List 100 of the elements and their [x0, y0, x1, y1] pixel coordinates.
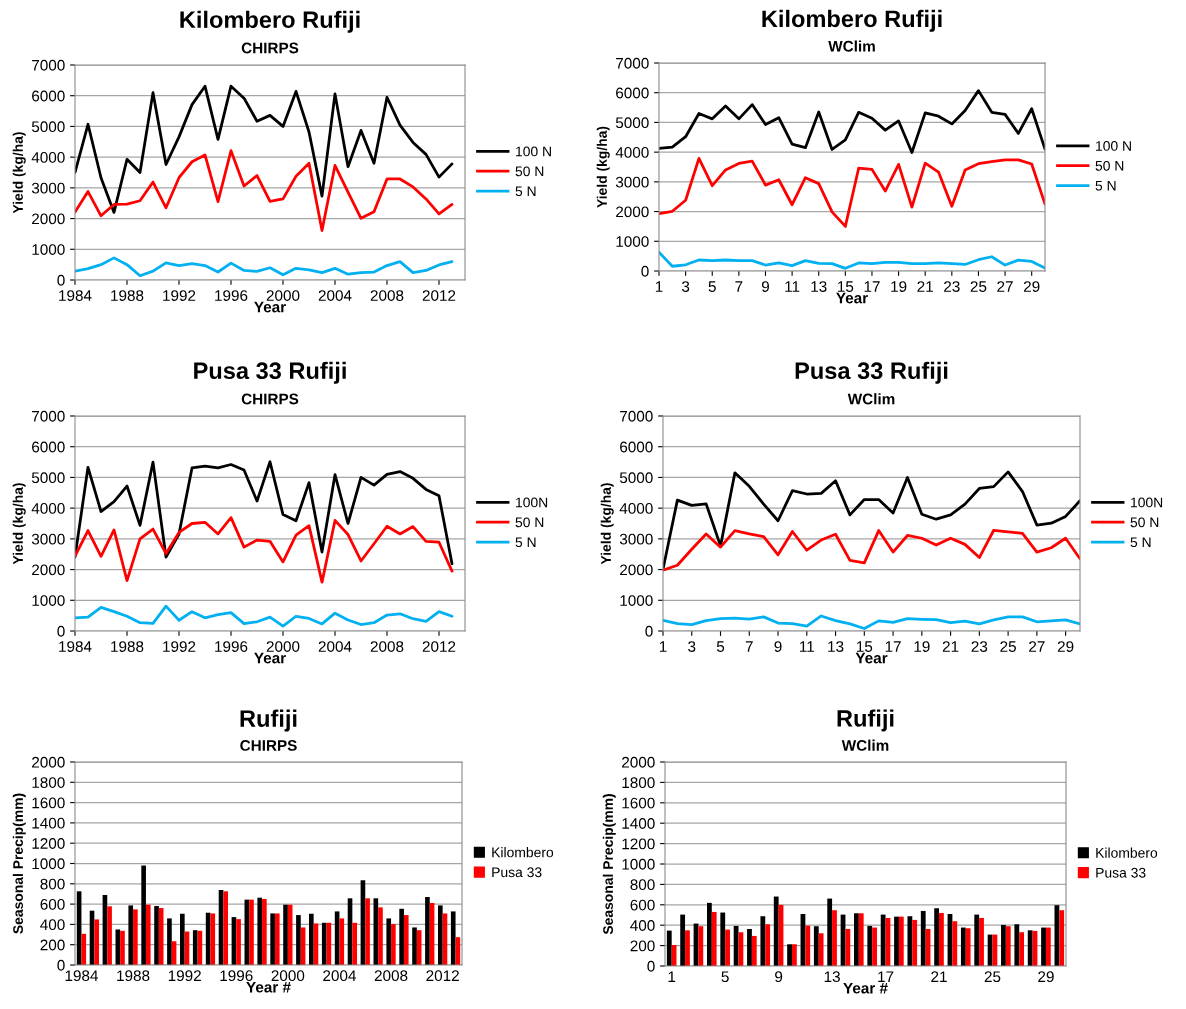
bar — [262, 899, 267, 965]
x-tick-label: 2000 — [266, 290, 300, 301]
bar — [907, 916, 913, 966]
x-axis-title: Year — [254, 301, 286, 313]
line-series — [75, 604, 454, 628]
bar — [283, 904, 288, 965]
y-axis-title: Seasonal Precip(mm) — [12, 793, 26, 934]
x-tick-label: 3 — [681, 281, 690, 292]
chart-subtitle: WClim — [828, 40, 875, 52]
y-tick-label: 3000 — [31, 182, 65, 194]
bar — [760, 916, 766, 966]
x-tick-label: 3 — [688, 641, 696, 652]
y-tick-label: 0 — [57, 959, 65, 971]
legend-label: 50 N — [1130, 517, 1159, 528]
y-tick-label: 1800 — [622, 777, 655, 789]
legend-label: 50 N — [515, 517, 544, 528]
bar — [845, 928, 851, 966]
legend-label: 5 N — [515, 537, 536, 548]
bar — [1019, 932, 1025, 966]
bar — [827, 898, 833, 966]
bar — [141, 865, 146, 965]
x-tick-label: 15 — [838, 281, 854, 292]
bar — [867, 925, 873, 966]
y-tick-label: 4000 — [31, 152, 65, 163]
x-tick-label: 2012 — [422, 641, 456, 652]
x-tick-label: 19 — [914, 641, 930, 652]
y-axis-title: Seasonal Precip(mm) — [602, 794, 616, 935]
y-tick-label: 1000 — [32, 595, 65, 606]
line-series — [75, 516, 454, 584]
x-tick-label: 1 — [655, 281, 663, 292]
bar — [1041, 927, 1046, 966]
x-tick-label: 2008 — [370, 641, 404, 652]
bar — [399, 908, 404, 965]
y-tick-label: 2000 — [622, 756, 655, 768]
y-tick-label: 4000 — [619, 503, 653, 514]
y-tick-label: 6000 — [32, 441, 65, 453]
x-tick-label: 1992 — [163, 641, 196, 652]
bar — [813, 926, 819, 966]
legend-label: Pusa 33 — [492, 867, 542, 878]
x-tick-label: 17 — [864, 281, 880, 292]
y-tick-label: 1400 — [32, 817, 65, 829]
bar — [257, 897, 263, 965]
legend-label: 100 N — [1096, 141, 1131, 151]
bar — [1059, 910, 1065, 966]
x-tick-label: 15 — [856, 641, 873, 652]
x-tick-label: 2004 — [318, 290, 352, 301]
legend-label: 50 N — [1095, 160, 1124, 171]
bar — [733, 925, 739, 966]
y-tick-label: 6000 — [620, 441, 653, 453]
bar — [391, 924, 396, 965]
x-tick-label: 11 — [785, 281, 800, 292]
x-tick-label: 1996 — [215, 290, 248, 301]
x-tick-label: 13 — [828, 641, 844, 652]
bar — [167, 918, 172, 965]
y-tick-label: 400 — [40, 919, 65, 931]
bar — [180, 913, 185, 965]
y-tick-label: 4000 — [615, 147, 649, 158]
x-tick-label: 2004 — [318, 641, 352, 652]
x-tick-label: 2000 — [266, 641, 300, 652]
bar — [1001, 924, 1006, 966]
bar — [920, 910, 926, 966]
y-tick-label: 5000 — [619, 472, 653, 484]
bar — [378, 907, 383, 965]
bar — [974, 914, 980, 966]
x-tick-label: 5 — [708, 281, 716, 292]
x-tick-label: 25 — [970, 281, 987, 292]
bar — [666, 930, 672, 966]
chart-subtitle: CHIRPS — [241, 393, 299, 405]
x-tick-label: 27 — [1029, 641, 1045, 652]
x-tick-label: 1 — [668, 971, 676, 982]
legend-label: 5 N — [1130, 537, 1151, 548]
legend-label: 100N — [516, 497, 548, 508]
x-tick-label: 1992 — [163, 290, 196, 301]
y-tick-label: 1200 — [32, 838, 65, 849]
x-axis-title: Year — [254, 652, 286, 664]
x-axis-title: Year — [836, 292, 868, 304]
bar — [685, 930, 690, 966]
x-tick-label: 25 — [1000, 641, 1016, 652]
y-tick-label: 5000 — [31, 121, 65, 133]
x-tick-label: 29 — [1057, 641, 1074, 652]
bar — [128, 905, 134, 965]
x-tick-label: 1988 — [111, 290, 144, 301]
legend-label: 100 N — [516, 146, 551, 157]
y-tick-label: 0 — [57, 625, 65, 637]
x-tick-label: 17 — [878, 971, 894, 982]
bar — [979, 917, 984, 966]
bar — [880, 914, 886, 966]
line-series — [75, 460, 454, 566]
line-series — [75, 149, 454, 232]
bar — [787, 944, 792, 966]
x-tick-label: 29 — [1038, 971, 1054, 983]
bar — [952, 921, 958, 966]
chart-title: Pusa 33 Rufiji — [795, 361, 948, 384]
bar — [154, 906, 159, 965]
x-tick-label: 9 — [775, 971, 783, 983]
bar — [960, 927, 966, 966]
legend-label: 100N — [1131, 497, 1163, 508]
x-tick-label: 29 — [1023, 281, 1040, 292]
line-series — [75, 256, 454, 278]
y-tick-label: 1000 — [616, 236, 649, 247]
